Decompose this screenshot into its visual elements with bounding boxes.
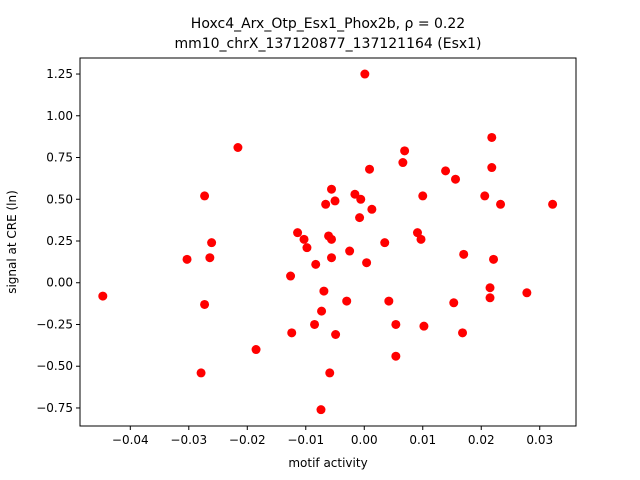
point xyxy=(487,132,497,142)
y-tick-label: 0.75 xyxy=(46,151,73,165)
point xyxy=(384,296,394,306)
point xyxy=(412,228,422,238)
point xyxy=(522,288,532,298)
x-tick-label: −0.03 xyxy=(170,433,207,447)
point xyxy=(367,204,377,214)
point xyxy=(196,368,206,378)
point xyxy=(391,319,401,329)
point xyxy=(316,405,326,415)
y-tick-label: 1.00 xyxy=(46,109,73,123)
point xyxy=(548,199,558,209)
x-tick-label: 0.00 xyxy=(351,433,378,447)
point xyxy=(310,319,320,329)
point xyxy=(416,234,426,244)
x-tick-label: −0.02 xyxy=(229,433,266,447)
point xyxy=(319,286,329,296)
point xyxy=(441,166,451,176)
point xyxy=(200,191,210,201)
point xyxy=(287,328,297,338)
point xyxy=(233,142,243,152)
point xyxy=(459,249,469,259)
point xyxy=(485,283,495,293)
y-tick-label: 0.50 xyxy=(46,192,73,206)
point xyxy=(360,69,370,79)
point xyxy=(327,253,337,263)
x-axis-label: motif activity xyxy=(288,456,367,470)
point xyxy=(251,345,261,355)
point xyxy=(331,330,341,340)
point xyxy=(327,184,337,194)
point xyxy=(299,234,309,244)
point xyxy=(327,234,337,244)
plot-frame xyxy=(79,57,577,427)
point xyxy=(419,321,429,331)
point xyxy=(355,213,365,223)
point xyxy=(449,298,459,308)
x-tick-label: −0.01 xyxy=(287,433,324,447)
point xyxy=(380,238,390,248)
y-tick-label: −0.25 xyxy=(36,317,73,331)
point xyxy=(98,291,108,301)
point xyxy=(330,196,340,206)
chart-subtitle: mm10_chrX_137120877_137121164 (Esx1) xyxy=(174,36,481,52)
point xyxy=(400,146,410,156)
point xyxy=(398,158,408,168)
point xyxy=(489,254,499,264)
y-tick-label: 0.25 xyxy=(46,234,73,248)
y-tick-label: 0.00 xyxy=(46,276,73,290)
point xyxy=(182,254,192,264)
point xyxy=(365,164,375,174)
point xyxy=(418,191,428,201)
point xyxy=(480,191,490,201)
point xyxy=(200,299,210,309)
y-tick-label: −0.75 xyxy=(36,401,73,415)
point xyxy=(321,199,331,209)
chart-title: Hoxc4_Arx_Otp_Esx1_Phox2b, ρ = 0.22 xyxy=(191,16,465,32)
y-tick-label: 1.25 xyxy=(46,67,73,81)
point xyxy=(485,293,495,303)
point xyxy=(487,163,497,173)
point xyxy=(356,194,366,204)
point xyxy=(342,296,352,306)
point xyxy=(311,259,321,269)
point xyxy=(293,228,303,238)
point xyxy=(496,199,506,209)
y-axis-label: signal at CRE (ln) xyxy=(5,190,19,294)
point xyxy=(362,258,372,268)
x-tick-label: 0.02 xyxy=(468,433,495,447)
point xyxy=(458,328,468,338)
point xyxy=(302,243,312,253)
point xyxy=(317,306,327,316)
point xyxy=(451,174,461,184)
point xyxy=(391,351,401,361)
x-tick-label: 0.01 xyxy=(409,433,436,447)
point xyxy=(350,189,360,199)
point xyxy=(325,368,335,378)
point xyxy=(286,271,296,281)
y-tick-label: −0.50 xyxy=(36,359,73,373)
x-tick-label: 0.03 xyxy=(526,433,553,447)
point xyxy=(205,253,215,263)
x-tick-label: −0.04 xyxy=(112,433,149,447)
point xyxy=(345,246,355,256)
point xyxy=(207,238,217,248)
